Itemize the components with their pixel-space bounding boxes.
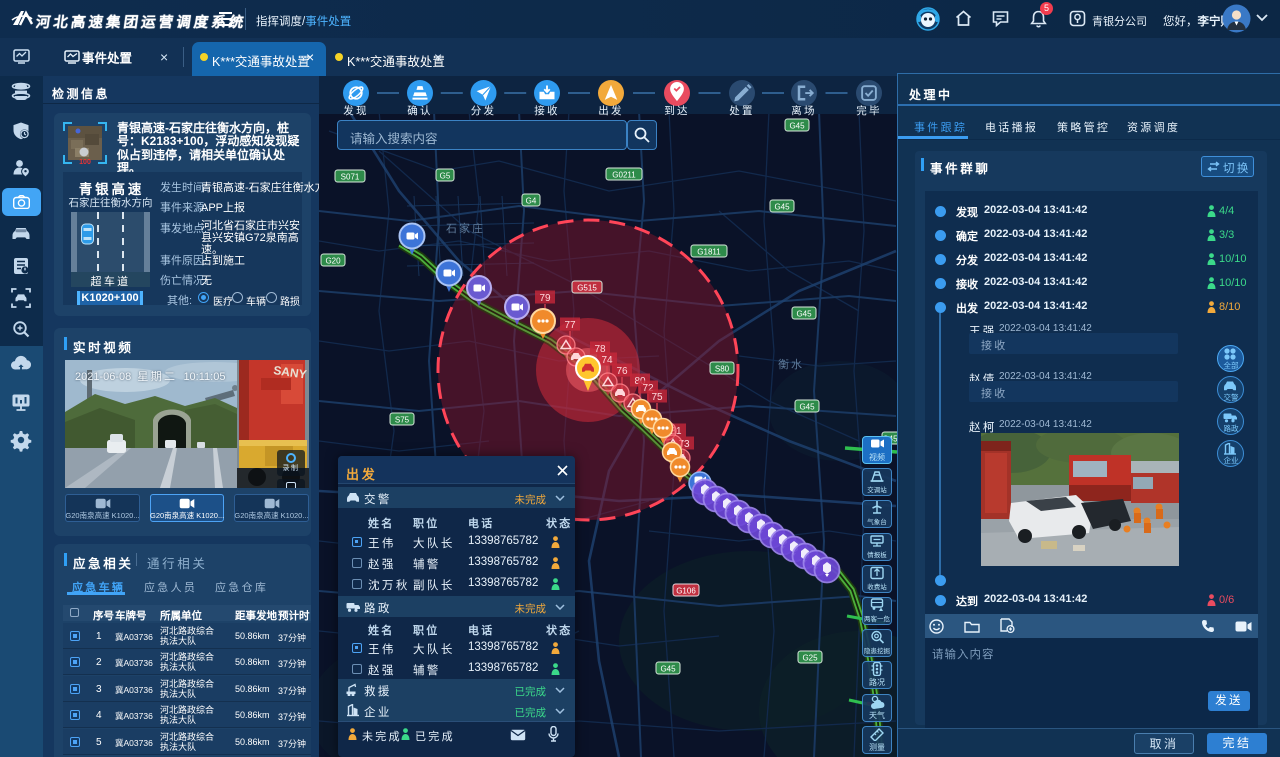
svg-text:S071: S071	[341, 172, 360, 181]
svg-text:78: 78	[594, 344, 606, 355]
svg-text:G515: G515	[577, 283, 597, 292]
svg-text:G45: G45	[796, 309, 812, 318]
svg-text:79: 79	[539, 293, 551, 304]
svg-text:72: 72	[642, 383, 654, 394]
svg-text:G45: G45	[789, 121, 805, 130]
svg-text:G45: G45	[799, 402, 815, 411]
svg-text:G45: G45	[660, 664, 676, 673]
svg-text:77: 77	[564, 320, 576, 331]
svg-text:G106: G106	[676, 586, 696, 595]
svg-text:G1811: G1811	[697, 247, 721, 256]
svg-text:G45: G45	[774, 202, 790, 211]
svg-text:S80: S80	[715, 364, 730, 373]
svg-text:76: 76	[616, 366, 628, 377]
svg-text:SANY: SANY	[273, 363, 308, 382]
svg-text:G20: G20	[325, 256, 341, 265]
svg-text:G25: G25	[802, 653, 818, 662]
svg-text:G0211: G0211	[612, 170, 636, 179]
svg-text:衡水: 衡水	[778, 358, 804, 371]
svg-text:G5: G5	[440, 171, 451, 180]
svg-text:S75: S75	[395, 415, 410, 424]
svg-text:G4: G4	[526, 196, 537, 205]
svg-text:73: 73	[678, 439, 690, 450]
svg-text:100: 100	[79, 159, 91, 165]
svg-text:74: 74	[601, 355, 613, 366]
svg-text:石家庄: 石家庄	[446, 221, 485, 235]
svg-text:75: 75	[651, 392, 663, 403]
